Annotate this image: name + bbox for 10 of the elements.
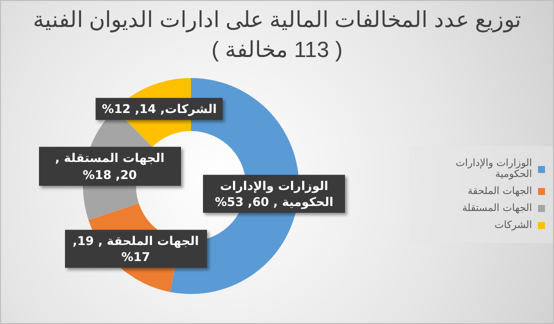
legend-label: الوزارات والإدارات الحكومية xyxy=(454,158,532,180)
data-label: الشركات, 14, 12% xyxy=(96,98,223,120)
legend-label: الشركات xyxy=(494,220,532,231)
legend-label: الجهات الملحقة xyxy=(468,186,532,197)
legend-label: الجهات المستقلة xyxy=(462,203,532,214)
data-label: الوزارات والإدارات الحكومية , 60, 53% xyxy=(203,174,346,214)
chart-subtitle: ( 113 مخالفة ) xyxy=(210,37,344,63)
chart-title: توزيع عدد المخالفات المالية على ادارات الديوان الفنية xyxy=(32,7,522,33)
data-label: الجهات المستقلة , 20, 18% xyxy=(38,147,181,186)
data-label: الجهات الملحقة , 19, 17% xyxy=(64,229,207,268)
